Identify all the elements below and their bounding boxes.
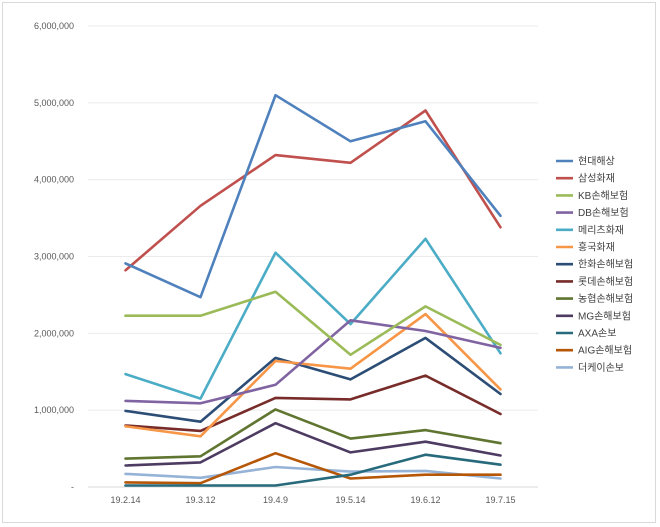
series-line-9 — [124, 408, 502, 460]
y-tick-label: 5,000,000 — [34, 98, 74, 108]
series-line-4 — [124, 318, 502, 405]
legend-label: AIG손해보험 — [578, 344, 632, 357]
series-line-5 — [124, 237, 502, 400]
x-axis-tick-labels: 19.2.14 19.3.12 19.4.9 19.5.14 19.6.12 19.7.1… — [110, 495, 515, 505]
y-tick-label: 4,000,000 — [34, 175, 74, 185]
legend-item: 흥국화재 — [556, 241, 615, 254]
legend-label: MG손해보험 — [578, 309, 631, 322]
series-line-12 — [124, 451, 502, 485]
x-tick-label: 19.5.14 — [335, 495, 365, 505]
series-line-1 — [124, 93, 502, 299]
legend-label: 메리츠화재 — [578, 224, 624, 236]
legend-label: 한화손해보험 — [578, 258, 633, 271]
y-tick-label: 2,000,000 — [34, 328, 74, 338]
legend-item: 메리츠화재 — [556, 224, 624, 236]
legend-item: AIG손해보험 — [556, 344, 632, 357]
legend-item: AXA손보 — [556, 328, 616, 340]
y-tick-label: 1,000,000 — [34, 405, 74, 415]
series-line-7 — [124, 336, 502, 424]
legend-label: 흥국화재 — [578, 241, 615, 254]
legend-label: AXA손보 — [578, 328, 616, 340]
series-line-10 — [124, 421, 502, 467]
x-tick-label: 19.2.14 — [110, 495, 140, 505]
series-line-3 — [124, 290, 502, 357]
legend-label: 농협손해보험 — [578, 292, 633, 305]
legend-label: KB손해보험 — [578, 189, 628, 202]
series-line-11 — [124, 453, 502, 487]
legend-item: KB손해보험 — [556, 189, 628, 202]
y-tick-label: 3,000,000 — [34, 252, 74, 262]
series-line-8 — [124, 374, 502, 433]
x-tick-label: 19.3.12 — [185, 495, 215, 505]
legend-label: 롯데손해보험 — [578, 275, 633, 288]
legend-item: 현대해상 — [556, 155, 615, 168]
legend-item: 농협손해보험 — [556, 292, 633, 305]
legend-item: 삼성화재 — [556, 173, 615, 185]
y-axis-tick-labels: - 1,000,000 2,000,000 3,000,000 4,000,000 5,0… — [34, 21, 74, 492]
y-tick-label: 6,000,000 — [34, 21, 74, 31]
series-line-13 — [124, 465, 502, 480]
series-lines — [124, 93, 502, 487]
chart-frame — [2, 2, 656, 523]
legend-label: 삼성화재 — [578, 173, 615, 185]
legend-label: 더케이손보 — [578, 362, 624, 374]
legend-item: DB손해보험 — [556, 206, 629, 219]
legend-item: 롯데손해보험 — [556, 275, 633, 288]
legend-item: 한화손해보험 — [556, 258, 633, 271]
legend-label: 현대해상 — [578, 155, 615, 168]
legend-item: 더케이손보 — [556, 362, 624, 374]
gridlines — [88, 25, 538, 411]
legend-label: DB손해보험 — [578, 206, 629, 219]
x-tick-label: 19.4.9 — [263, 495, 288, 505]
x-tick-label: 19.6.12 — [410, 495, 440, 505]
legend-item: MG손해보험 — [556, 309, 631, 322]
series-line-2 — [124, 109, 502, 272]
y-tick-label: - — [71, 482, 74, 492]
x-tick-label: 19.7.15 — [485, 495, 515, 505]
series-line-6 — [124, 312, 502, 438]
